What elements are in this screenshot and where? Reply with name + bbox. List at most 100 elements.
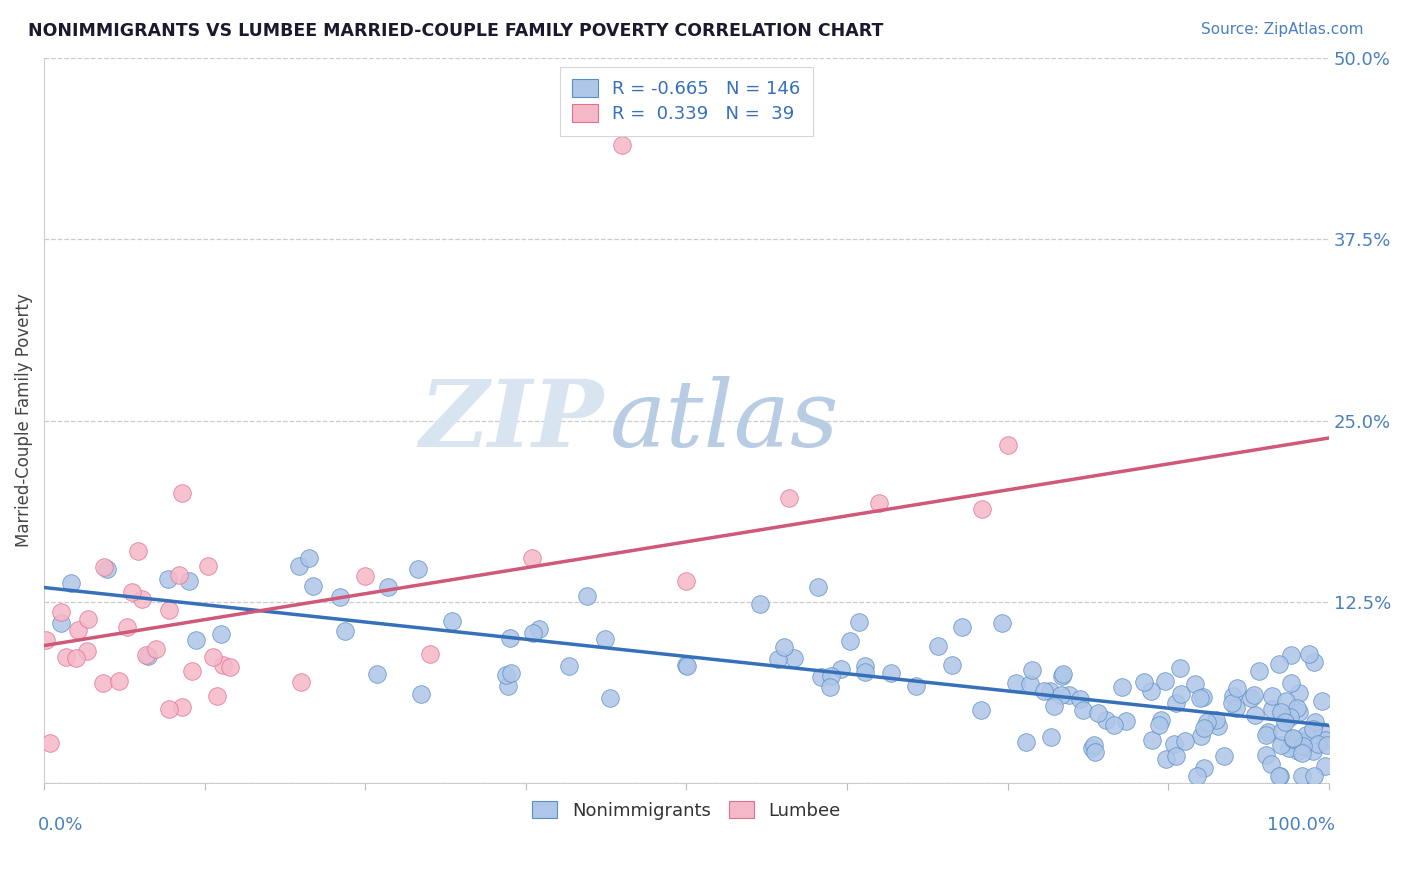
Point xyxy=(612,137,634,152)
Legend: Nonimmigrants, Lumbee: Nonimmigrants, Lumbee xyxy=(523,792,849,829)
Point xyxy=(329,590,352,604)
Point xyxy=(1279,676,1302,690)
Point xyxy=(108,673,131,688)
Point xyxy=(499,665,522,680)
Point xyxy=(1226,681,1249,695)
Point xyxy=(1043,698,1066,713)
Point xyxy=(558,658,581,673)
Point xyxy=(287,559,309,574)
Point xyxy=(1310,694,1333,708)
Point xyxy=(1189,729,1212,743)
Point xyxy=(853,659,876,673)
Point xyxy=(1256,747,1278,762)
Point xyxy=(440,615,463,629)
Point xyxy=(1267,769,1289,783)
Point xyxy=(49,615,72,630)
Point xyxy=(1271,723,1294,738)
Point xyxy=(156,572,179,586)
Point xyxy=(172,700,194,714)
Point xyxy=(818,680,841,694)
Point xyxy=(1081,740,1104,755)
Point xyxy=(96,562,118,576)
Point xyxy=(418,647,440,661)
Point xyxy=(1222,689,1244,703)
Point xyxy=(880,666,903,681)
Text: ZIP: ZIP xyxy=(419,376,603,466)
Point xyxy=(1168,661,1191,675)
Point xyxy=(970,502,993,516)
Point xyxy=(1285,701,1308,715)
Point xyxy=(1153,674,1175,689)
Point xyxy=(1282,731,1305,746)
Point xyxy=(1095,713,1118,727)
Point xyxy=(1279,709,1302,723)
Point xyxy=(1057,688,1080,702)
Point xyxy=(302,579,325,593)
Point xyxy=(77,612,100,626)
Point xyxy=(179,574,201,588)
Point xyxy=(1316,738,1339,752)
Point xyxy=(1069,692,1091,706)
Point xyxy=(1071,703,1094,717)
Point xyxy=(1050,669,1073,683)
Point xyxy=(853,665,876,679)
Point xyxy=(1195,714,1218,729)
Point xyxy=(527,622,550,636)
Point xyxy=(1260,756,1282,771)
Point xyxy=(1133,674,1156,689)
Point xyxy=(1170,688,1192,702)
Point xyxy=(1278,740,1301,755)
Point xyxy=(1270,739,1292,753)
Point xyxy=(498,679,520,693)
Point xyxy=(1115,714,1137,728)
Point xyxy=(1102,718,1125,732)
Point xyxy=(335,624,357,639)
Point xyxy=(1206,718,1229,732)
Point xyxy=(1220,696,1243,710)
Point xyxy=(145,642,167,657)
Point xyxy=(51,605,73,619)
Point xyxy=(1303,769,1326,783)
Point xyxy=(35,632,58,647)
Point xyxy=(1285,732,1308,747)
Point xyxy=(197,559,219,574)
Point xyxy=(170,486,193,500)
Point xyxy=(1174,734,1197,748)
Point xyxy=(1005,675,1028,690)
Point xyxy=(1295,728,1317,742)
Point xyxy=(354,569,377,583)
Point xyxy=(522,550,544,565)
Point xyxy=(377,581,399,595)
Point xyxy=(1281,731,1303,746)
Point xyxy=(1164,696,1187,710)
Point xyxy=(1270,769,1292,783)
Point xyxy=(76,643,98,657)
Point xyxy=(1303,655,1326,669)
Point xyxy=(1288,685,1310,699)
Point xyxy=(1279,648,1302,663)
Point xyxy=(807,580,830,594)
Point xyxy=(1291,769,1313,783)
Point xyxy=(1039,684,1062,698)
Point xyxy=(1087,706,1109,720)
Point xyxy=(1015,735,1038,749)
Point xyxy=(138,648,160,663)
Point xyxy=(495,668,517,682)
Point xyxy=(1194,721,1216,735)
Point xyxy=(290,675,312,690)
Point xyxy=(1050,688,1073,702)
Point xyxy=(1261,701,1284,715)
Point xyxy=(1292,739,1315,754)
Point xyxy=(1244,708,1267,723)
Point xyxy=(1142,733,1164,747)
Point xyxy=(205,690,228,704)
Point xyxy=(783,651,806,665)
Text: NONIMMIGRANTS VS LUMBEE MARRIED-COUPLE FAMILY POVERTY CORRELATION CHART: NONIMMIGRANTS VS LUMBEE MARRIED-COUPLE F… xyxy=(28,22,883,40)
Point xyxy=(675,657,697,672)
Point xyxy=(1147,718,1170,732)
Point xyxy=(1260,690,1282,704)
Point xyxy=(1240,690,1263,705)
Point xyxy=(1310,723,1333,738)
Point xyxy=(1084,745,1107,759)
Point xyxy=(181,665,204,679)
